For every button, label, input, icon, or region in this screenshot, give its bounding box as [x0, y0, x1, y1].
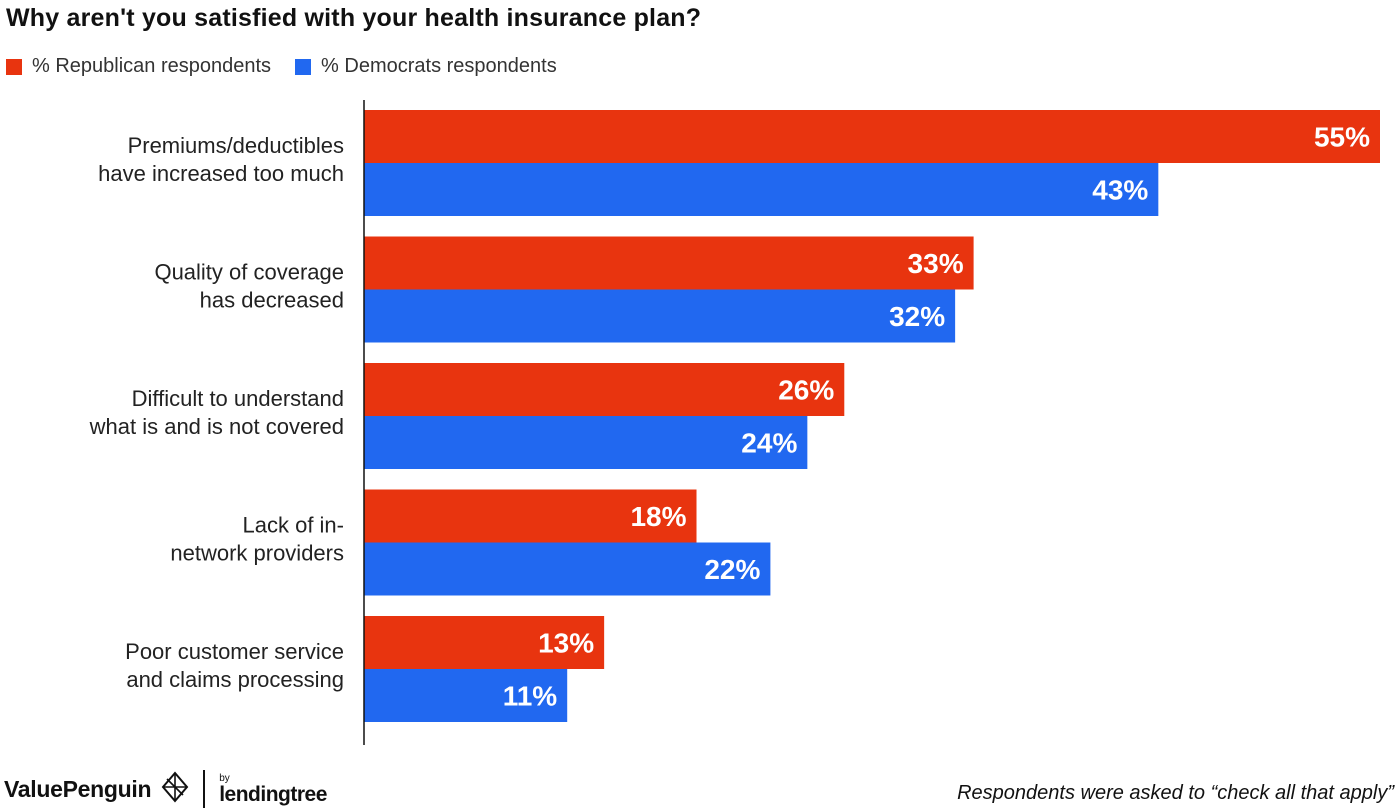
bar-democrat: [364, 542, 771, 596]
data-label: 33%: [908, 248, 964, 279]
data-label: 18%: [630, 501, 686, 532]
legend: % Republican respondents % Democrats res…: [6, 55, 581, 78]
lendingtree-logo: by lendingtree: [219, 772, 327, 806]
bar-republican: [364, 616, 605, 669]
valuepenguin-logo-text: ValuePenguin: [4, 775, 152, 802]
data-label: 55%: [1314, 122, 1370, 153]
legend-swatch-republican: [6, 58, 22, 75]
legend-item-democrat: % Democrats respondents: [295, 55, 557, 78]
lendingtree-by-label: by: [219, 772, 230, 784]
data-label: 26%: [778, 375, 834, 406]
category-label: have increased too much: [98, 161, 344, 186]
bar-republican: [364, 489, 697, 543]
logo-divider: [203, 770, 206, 808]
valuepenguin-logo-icon: [161, 770, 189, 808]
data-label: 32%: [889, 301, 945, 332]
bar-democrat: [364, 289, 956, 343]
legend-item-republican: % Republican respondents: [6, 55, 271, 78]
bar-republican: [364, 110, 1380, 163]
category-label: Poor customer service: [125, 639, 344, 664]
category-label: Lack of in-: [243, 513, 345, 538]
data-label: 22%: [704, 554, 760, 585]
bar-democrat: [364, 416, 808, 469]
category-label: Difficult to understand: [132, 386, 344, 411]
category-label: Premiums/deductibles: [128, 133, 344, 158]
category-label: has decreased: [200, 288, 344, 313]
chart-title: Why aren't you satisfied with your healt…: [6, 4, 702, 32]
category-label: what is and is not covered: [89, 414, 344, 439]
bar-democrat: [364, 669, 568, 722]
bar-republican: [364, 363, 845, 416]
data-label: 43%: [1092, 175, 1148, 206]
category-label: network providers: [170, 541, 344, 566]
category-label: and claims processing: [126, 667, 344, 692]
bar-democrat: [364, 163, 1159, 216]
footer-branding: ValuePenguin by lendingtree: [4, 770, 327, 808]
legend-label-democrat: % Democrats respondents: [321, 55, 557, 77]
bar-republican: [364, 236, 974, 290]
data-label: 24%: [741, 428, 797, 459]
data-label: 11%: [503, 681, 558, 712]
lendingtree-logo-text: lendingtree: [219, 782, 327, 806]
category-label: Quality of coverage: [154, 260, 344, 285]
data-label: 13%: [538, 628, 594, 659]
legend-label-republican: % Republican respondents: [32, 55, 272, 77]
footnote: Respondents were asked to “check all tha…: [957, 782, 1394, 804]
legend-swatch-democrat: [295, 58, 312, 75]
